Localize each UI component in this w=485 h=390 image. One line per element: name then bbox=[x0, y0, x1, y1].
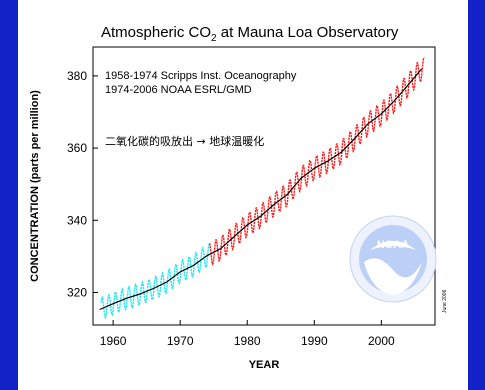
series-line-annual-trend bbox=[99, 68, 423, 311]
series-line-scripps bbox=[100, 243, 211, 320]
y-tick-label: 380 bbox=[67, 69, 87, 83]
x-tick-label: 2000 bbox=[368, 334, 395, 348]
series-line-noaa bbox=[209, 56, 425, 266]
noaa-logo: NOAA bbox=[349, 215, 437, 303]
y-tick-label: 340 bbox=[67, 213, 87, 227]
series-layer bbox=[99, 56, 425, 320]
y-tick-label: 320 bbox=[67, 286, 87, 300]
x-tick-label: 1970 bbox=[167, 334, 194, 348]
y-axis-label: CONCENTRATION (parts per million) bbox=[29, 90, 41, 282]
x-tick-label: 1990 bbox=[301, 334, 328, 348]
x-tick-label: 1960 bbox=[100, 334, 127, 348]
chart-title: Atmospheric CO2 at Mauna Loa Observatory bbox=[101, 24, 399, 44]
credit-label: June 2006 bbox=[442, 289, 448, 313]
annotation-text: 二氧化碳的吸放出 → 地球温暖化 bbox=[105, 134, 264, 148]
chart-panel: Atmospheric CO2 at Mauna Loa Observatory… bbox=[18, 0, 468, 390]
x-axis-label: YEAR bbox=[249, 359, 280, 371]
plot-frame bbox=[92, 46, 436, 326]
co2-chart: Atmospheric CO2 at Mauna Loa Observatory… bbox=[29, 24, 448, 371]
legend-line-2: 1974-2006 NOAA ESRL/GMD bbox=[105, 84, 252, 96]
x-tick-label: 1980 bbox=[234, 334, 261, 348]
x-axis: 1960 1970 1980 1990 2000 bbox=[100, 320, 395, 348]
y-tick-label: 360 bbox=[67, 141, 87, 155]
logo-text: NOAA bbox=[377, 239, 409, 251]
legend-line-1: 1958-1974 Scripps Inst. Oceanography bbox=[105, 70, 297, 82]
y-axis: 320 340 360 380 bbox=[67, 69, 98, 300]
